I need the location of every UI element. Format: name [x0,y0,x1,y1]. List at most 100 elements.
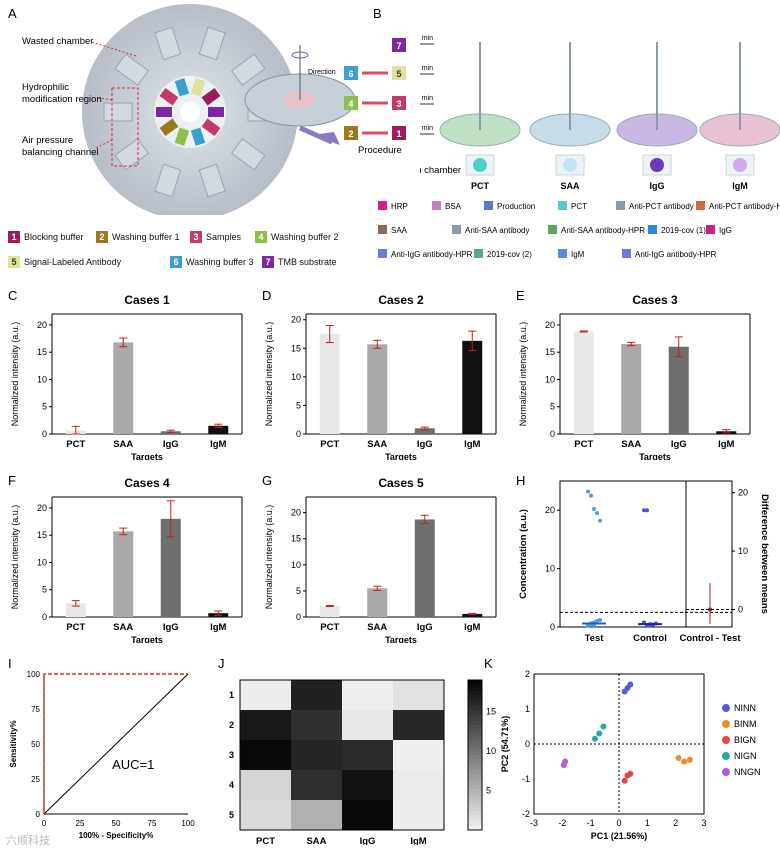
colorbar-segment [468,710,482,715]
procedure-step-6 [344,66,358,80]
rotation-arrow-icon [291,51,309,59]
heatmap-cell [291,800,342,830]
x-axis-label: PC1 (21.56%) [591,831,648,841]
control-point [642,508,646,513]
heatmap-cell [342,800,393,830]
y-tick-label: 100 [27,670,41,679]
disc-reaction-unit [198,163,226,198]
y-tick-label: 20 [545,320,555,330]
y-tick-label: 15 [37,530,47,540]
x-tick-label: IgG [163,622,179,633]
x-tick-label-test: Test [585,633,605,644]
colorbar-segment [468,785,482,790]
heatmap-cell [342,770,393,800]
disc-sector-chamber [174,127,190,146]
legend-molecule-icon [378,201,387,210]
pca-point-BINM [681,758,688,765]
colorbar-segment [468,680,482,685]
air-label-line1: Air pressure [22,135,73,146]
legend-marker [722,768,730,776]
y-tick-label: 2 [525,669,530,679]
y-axis-label: Concentration (a.u.) [518,509,529,599]
y-tick-label: 0 [36,810,41,819]
chart-roc: 0 25 50 75 100 0 25 50 75 100 AUC=1 100% - Specific… [9,670,195,840]
pca-point-BINM [686,756,693,763]
y-tick-label: 0 [42,612,47,622]
step-number-badge: 5 [8,256,20,268]
y2-tick-label: 0 [738,604,743,614]
y-axis-label: Normalized intensity (a.u.) [10,322,20,427]
bar-IgG [668,346,689,434]
procedure-label: Procedure [358,145,402,156]
x-tick-label: IgG [671,439,687,450]
y-axis-label: Normalized intensity (a.u.) [264,322,274,427]
x-axis-label: Targets [385,635,417,643]
disc-sector-chamber [174,78,190,97]
legend-molecule-icon [484,201,493,210]
incubation-time: 20 min [420,65,433,72]
legend-molecule-icon [432,201,441,210]
col-label: PCT [256,836,275,845]
difference-point [708,607,712,612]
pca-point-NNGN [562,758,569,765]
panel-a-disc-illustration: Wasted chamber Hydrophilic modification … [22,4,356,215]
colorbar-tick-label: 10 [486,746,496,756]
y-tick-label: 10 [545,374,555,384]
y-axis-label: Normalized intensity (a.u.) [264,505,274,610]
colorbar-segment [468,695,482,700]
x-tick-label: IgG [417,622,433,633]
disc-sectors [103,26,277,198]
x-tick-label: IgG [417,439,433,450]
panel-label-B: B [373,6,382,21]
colorbar-segment [468,687,482,692]
y-tick-label: 0 [550,622,555,632]
y-tick-label: 10 [37,374,47,384]
colorbar-segment [468,725,482,730]
hydrophilic-label-line2: modification region [22,94,102,105]
roc-curve [43,673,188,814]
x-tick-label: 25 [76,819,85,828]
pca-point-BIGN [621,777,628,784]
x-axis-label: 100% - Specificity% [79,831,154,840]
legend-molecule-label: 2019-cov (1) [661,226,706,235]
y-tick-label: 10 [545,564,555,574]
incubation-time: 20 min [420,95,433,102]
legend-molecule-icon [558,201,567,210]
row-label: 1 [229,690,234,700]
legend-marker [722,736,730,744]
step-legend-label: TMB substrate [278,257,337,267]
heatmap-frame [239,679,445,831]
chart-pca: -3 -2 -1 0 1 2 3-2-1012NINNBINMBIGNNIGNNNGNPC1… [500,669,761,841]
target-label-IgG: IgG [650,181,665,191]
disc-sector-chamber [159,87,179,106]
colorbar-segment [468,736,482,741]
y-tick-label: 20 [37,503,47,513]
bar-PCT [319,606,340,617]
step-legend-label: Washing buffer 3 [186,257,254,267]
bar-PCT [65,603,86,617]
step-legend-label: Washing buffer 2 [271,232,339,242]
legend-molecule-icon [648,225,657,234]
legend-molecule-icon [616,201,625,210]
colorbar-segment [468,815,482,820]
target-label-IgM: IgM [732,181,748,191]
legend-molecule-icon [474,249,483,258]
x-tick-label: SAA [367,439,387,450]
heatmap-cell [291,680,342,710]
colorbar-segment [468,766,482,771]
test-point [595,619,599,624]
y2-axis-label: Difference between means [759,494,770,614]
heatmap-cell [393,680,444,710]
x-tick-label: -1 [587,818,595,828]
colorbar-tick-label: 5 [486,786,491,796]
colorbar-segment [468,826,482,831]
colorbar-segment [468,773,482,778]
step-number-badge: 6 [170,256,182,268]
legend-molecule-label: Anti-PCT antibody-HPR [709,202,780,211]
x-axis-label: Targets [131,635,163,643]
reaction-chamber-label: Reaction chamber [420,165,461,176]
step-legend-item-4: 4 Washing buffer 2 [255,231,339,243]
y-tick-label: 15 [291,343,301,353]
chart-heatmap: 1 2 3 4 5 PCT SAA IgG IgM 5 10 15 [229,679,496,845]
step-number-badge: 3 [190,231,202,243]
